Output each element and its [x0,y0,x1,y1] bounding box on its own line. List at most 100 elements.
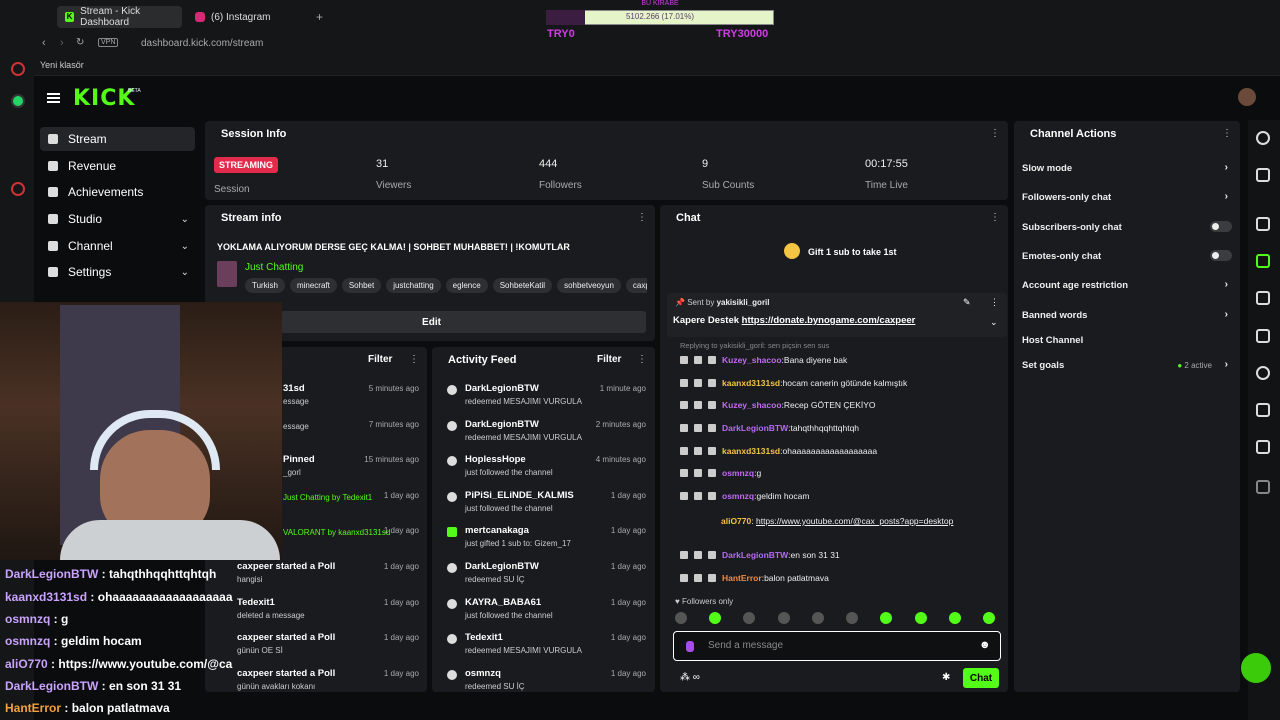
tag[interactable]: caxp [625,278,647,293]
chevron-down-icon[interactable]: ⌄ [990,317,998,327]
timeout-icon[interactable] [694,401,702,409]
chat-username[interactable]: DarkLegionBTW [722,423,789,433]
back-icon[interactable]: ‹ [42,37,46,49]
tag[interactable]: sohbetveoyun [557,278,621,293]
chat-username[interactable]: Kuzey_shacoo [722,355,782,365]
history-icon[interactable] [11,62,25,76]
chat-username[interactable]: HantError [722,573,762,583]
camera-icon[interactable] [1256,217,1270,231]
avatar[interactable] [1238,88,1256,106]
emoji-icon[interactable]: ☻ [979,639,991,651]
menu-icon[interactable] [47,93,60,95]
timeout-icon[interactable] [694,379,702,387]
filter-button[interactable]: Filter [597,354,622,365]
clock-icon[interactable] [11,182,25,196]
emote-icon[interactable] [675,612,687,624]
action-host-channel[interactable]: Host Channel [1022,335,1232,346]
emote-icon[interactable] [948,612,961,624]
trash-icon[interactable] [680,492,688,500]
more-icon[interactable]: ⋮ [409,354,419,365]
sidebar-item-settings[interactable]: Settings ⌄ [40,260,195,284]
chat-username[interactable]: kaanxd3131sd [722,446,781,456]
chat-tools-icon[interactable]: ⁂ ∞ [680,672,700,683]
timeout-icon[interactable] [694,447,702,455]
bookmark-folder[interactable]: Yeni klasör [40,60,84,70]
chat-username[interactable]: kaanxd3131sd [722,378,781,388]
layout-icon[interactable] [1256,403,1270,417]
emote-icon[interactable] [880,612,893,624]
tag[interactable]: eglence [445,278,488,293]
more-icon[interactable]: ⋮ [637,354,647,365]
chat-message[interactable]: DarkLegionBTW: tahqthhqqhttqhtqh [680,423,1000,433]
category-link[interactable]: Just Chatting [245,262,304,273]
wrench-icon[interactable] [1256,440,1270,454]
emotes-only-toggle[interactable] [1210,250,1232,261]
chat-message[interactable]: Kuzey_shacoo: Recep GÖTEN ÇEKİYO [680,400,1000,410]
timeout-icon[interactable] [694,356,702,364]
chat-message[interactable]: osmnzq: geldim hocam [680,491,1000,501]
more-icon[interactable]: ⋮ [1222,128,1232,139]
chat-icon[interactable] [1256,329,1270,343]
unpin-icon[interactable]: ✎ [963,297,971,307]
chat-username[interactable]: DarkLegionBTW [722,550,789,560]
more-icon[interactable]: ⋮ [637,212,647,223]
pinned-link[interactable]: https://donate.bynogame.com/caxpeer [741,315,916,326]
action-account-age[interactable]: Account age restriction › [1022,279,1232,291]
send-chat-button[interactable]: Chat [963,668,999,688]
more-icon[interactable]: ⋮ [990,128,1000,139]
timeout-icon[interactable] [694,492,702,500]
edit-button[interactable]: Edit [217,311,646,333]
timeout-icon[interactable] [694,469,702,477]
chat-message[interactable]: osmnzq: g [680,468,1000,478]
gear-icon[interactable]: ✱ [942,672,951,683]
more-icon[interactable]: ⋮ [990,212,1000,223]
tag[interactable]: justchatting [386,278,441,293]
tag[interactable]: SohbeteKatil [492,278,553,293]
tag[interactable]: Sohbet [341,278,382,293]
trash-icon[interactable] [680,469,688,477]
tag[interactable]: minecraft [289,278,337,293]
sidebar-item-channel[interactable]: Channel ⌄ [40,234,195,258]
vpn-badge[interactable]: VPN [98,38,119,47]
trash-icon[interactable] [680,447,688,455]
broadcast-icon[interactable] [1256,366,1270,380]
chat-message[interactable]: DarkLegionBTW: en son 31 31 [680,550,1000,560]
whatsapp-icon[interactable] [11,94,25,108]
chat-message[interactable]: kaanxd3131sd: hocam canerin götünde kalm… [680,378,1000,388]
chat-username[interactable]: osmnzq [722,468,755,478]
tag[interactable]: Turkish [245,278,285,293]
sidebar-item-achievements[interactable]: Achievements [40,180,195,204]
trash-icon[interactable] [680,551,688,559]
support-button[interactable] [1241,653,1271,683]
action-slow-mode[interactable]: Slow mode › [1022,162,1232,174]
trash-icon[interactable] [680,401,688,409]
chat-username[interactable]: aliO770 [721,516,752,526]
filter-button[interactable]: Filter [368,354,393,365]
chat-username[interactable]: osmnzq [722,491,755,501]
action-banned-words[interactable]: Banned words › [1022,309,1232,321]
chat-message[interactable]: aliO770: https://www.youtube.com/@cax_po… [721,516,954,526]
reload-icon[interactable]: ↻ [76,37,85,48]
forward-icon[interactable]: › [60,37,64,49]
trash-icon[interactable] [680,424,688,432]
url-field[interactable]: dashboard.kick.com/stream [141,38,264,49]
timeout-icon[interactable] [694,424,702,432]
emote-icon[interactable] [811,612,824,624]
trash-icon[interactable] [680,356,688,364]
action-set-goals[interactable]: Set goals ● 2 active › [1022,359,1232,371]
timeout-icon[interactable] [694,574,702,582]
tab-kick-dashboard[interactable]: K Stream - Kick Dashboard [57,6,182,28]
timeout-icon[interactable] [694,551,702,559]
action-followers-only[interactable]: Followers-only chat › [1022,191,1232,203]
chat-message[interactable]: kaanxd3131sd: ohaaaaaaaaaaaaaaaaaa [680,446,1000,456]
expand-icon[interactable] [1256,480,1270,494]
sidebar-item-revenue[interactable]: Revenue [40,154,195,178]
chat-link[interactable]: https://www.youtube.com/@cax_posts?app=d… [755,516,954,526]
trash-icon[interactable] [680,379,688,387]
emote-icon[interactable] [709,612,722,624]
subscribers-only-toggle[interactable] [1210,221,1232,232]
gift-sub-leaderboard[interactable]: Gift 1 sub to take 1st [808,247,897,257]
sidebar-item-studio[interactable]: Studio ⌄ [40,207,195,231]
mic-icon[interactable] [686,641,694,652]
kick-logo[interactable]: KICK [73,86,136,111]
